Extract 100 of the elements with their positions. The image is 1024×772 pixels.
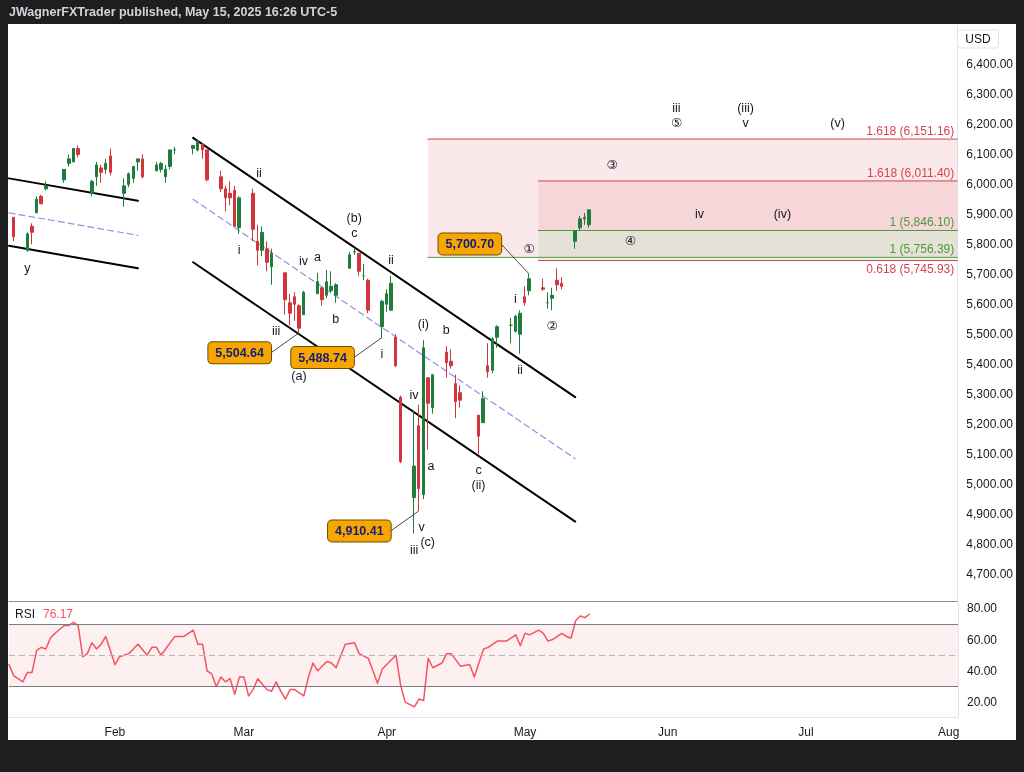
candlestick bbox=[297, 303, 301, 334]
candlestick bbox=[26, 231, 29, 253]
annotation: i bbox=[237, 242, 241, 257]
candlestick bbox=[523, 285, 526, 307]
candlestick bbox=[30, 222, 34, 245]
annotation: (iv) bbox=[773, 207, 792, 222]
x-tick-label: Aug bbox=[938, 725, 960, 739]
candlestick bbox=[431, 374, 434, 415]
x-tick-label: Feb bbox=[104, 725, 126, 739]
annotation: ③ bbox=[606, 157, 618, 172]
y-tick-label: 5,500.00 bbox=[966, 327, 1014, 342]
annotation: c bbox=[475, 463, 482, 478]
candlestick bbox=[518, 309, 522, 355]
annotation: ⑤ bbox=[670, 116, 683, 131]
x-tick-label: May bbox=[513, 725, 537, 739]
y-tick-label: 5,200.00 bbox=[966, 417, 1014, 432]
candlestick bbox=[256, 224, 259, 266]
annotation: iv bbox=[409, 387, 420, 402]
candlestick bbox=[44, 180, 48, 191]
candlestick bbox=[122, 177, 126, 208]
candlestick bbox=[141, 153, 144, 179]
candlestick bbox=[104, 158, 107, 175]
data-label: 1 (5,846.10) bbox=[889, 215, 955, 230]
candlestick bbox=[251, 188, 255, 242]
candlestick bbox=[90, 179, 94, 197]
candlestick bbox=[302, 290, 305, 316]
candlestick bbox=[486, 342, 489, 379]
annotation: (ii) bbox=[471, 478, 486, 493]
candlestick bbox=[389, 275, 393, 311]
y-tick-label: 6,200.00 bbox=[966, 117, 1014, 132]
candlestick bbox=[35, 195, 38, 214]
candlestick bbox=[477, 414, 480, 455]
candlestick bbox=[12, 216, 15, 242]
annotation: 5,488.74 bbox=[298, 350, 347, 365]
data-label: 1.618 (6,151.16) bbox=[866, 124, 955, 139]
chart-title: JWagnerFXTrader published, May 15, 2025 16:26 UTC-5 bbox=[9, 5, 338, 19]
x-tick-label: Jun bbox=[658, 725, 678, 739]
y-tick-label: 80.00 bbox=[967, 601, 998, 616]
candlestick bbox=[362, 263, 365, 281]
y-axis-title: USD bbox=[965, 32, 991, 46]
annotation: v bbox=[742, 116, 750, 131]
candlestick bbox=[573, 230, 577, 250]
candlestick bbox=[316, 272, 319, 295]
candlestick bbox=[550, 287, 554, 311]
y-tick-label: 5,300.00 bbox=[966, 387, 1014, 402]
candlestick bbox=[99, 164, 103, 184]
y-tick-label: 5,400.00 bbox=[966, 357, 1014, 372]
annotation: (c) bbox=[420, 534, 435, 549]
annotation: 5,700.70 bbox=[445, 237, 495, 252]
candlestick bbox=[127, 171, 130, 188]
annotation: ii bbox=[388, 252, 394, 267]
candlestick bbox=[555, 267, 559, 292]
candlestick bbox=[168, 149, 172, 170]
annotation: iv bbox=[298, 254, 309, 269]
y-tick-label: 5,000.00 bbox=[966, 477, 1014, 492]
candlestick bbox=[191, 144, 195, 155]
candlestick bbox=[541, 278, 545, 292]
candlestick bbox=[394, 333, 397, 368]
candlestick bbox=[587, 209, 591, 229]
y-tick-label: 20.00 bbox=[967, 695, 998, 710]
data-label: 1 (5,756.39) bbox=[889, 242, 955, 257]
annotation: ii bbox=[517, 362, 523, 377]
candlestick bbox=[270, 248, 273, 286]
candlestick bbox=[265, 240, 269, 272]
candlestick bbox=[348, 251, 351, 269]
candlestick bbox=[62, 168, 66, 184]
candlestick bbox=[357, 252, 361, 277]
candlestick bbox=[39, 194, 43, 205]
y-tick-label: 5,900.00 bbox=[966, 207, 1014, 222]
candlestick bbox=[509, 317, 513, 344]
candlestick bbox=[546, 291, 549, 310]
annotation: c bbox=[351, 225, 358, 240]
annotation: b bbox=[442, 323, 450, 338]
data-label: 0.618 (5,745.93) bbox=[866, 261, 955, 276]
candlestick bbox=[136, 158, 140, 172]
candlestick bbox=[412, 410, 416, 535]
y-tick-label: 60.00 bbox=[967, 632, 998, 647]
candlestick bbox=[132, 165, 135, 184]
y-tick-label: 5,800.00 bbox=[966, 237, 1014, 252]
annotation: i bbox=[380, 346, 384, 361]
annotation: y bbox=[24, 260, 32, 275]
annotation: ii bbox=[256, 165, 262, 180]
candlestick bbox=[260, 225, 264, 257]
annotation: (i) bbox=[417, 317, 429, 332]
data-label: 1.618 (6,011.40) bbox=[867, 165, 955, 180]
annotation: i bbox=[513, 291, 517, 306]
candlestick bbox=[76, 144, 80, 158]
candlestick bbox=[527, 273, 531, 296]
candlestick bbox=[283, 272, 287, 316]
chart-title: RSI bbox=[15, 607, 36, 621]
annotation: ① bbox=[523, 242, 535, 257]
annotation: a bbox=[427, 458, 435, 473]
candlestick bbox=[109, 147, 112, 176]
annotation: iv bbox=[694, 207, 705, 222]
y-tick-label: 6,100.00 bbox=[966, 147, 1014, 162]
x-tick-label: Apr bbox=[377, 725, 397, 739]
annotation: 4,910.41 bbox=[335, 523, 384, 538]
y-tick-label: 5,700.00 bbox=[966, 267, 1014, 282]
annotation: ④ bbox=[624, 234, 637, 249]
candlestick bbox=[495, 324, 499, 349]
